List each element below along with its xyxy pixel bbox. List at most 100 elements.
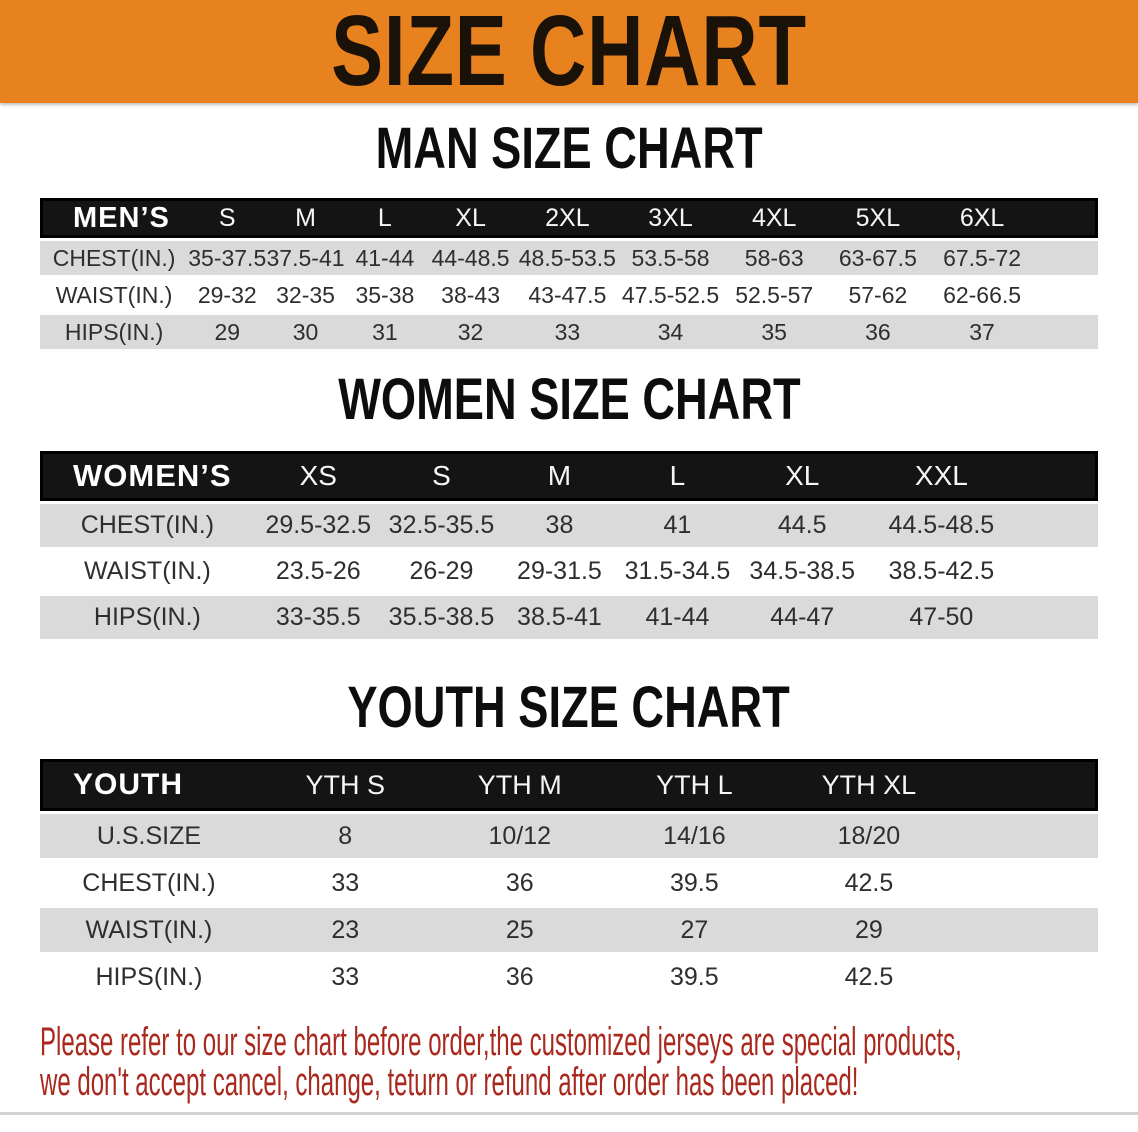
size-value-cell: 31.5-34.5 bbox=[617, 550, 738, 593]
size-value-cell: 48.5-53.5 bbox=[516, 241, 619, 275]
row-label-cell: CHEST(IN.) bbox=[40, 241, 189, 275]
row-label-cell: WAIST(IN.) bbox=[40, 278, 189, 312]
table-header-row: WOMEN’S XS S M L XL XXL bbox=[40, 451, 1098, 501]
size-value-cell: 37 bbox=[929, 315, 1035, 349]
table-row: HIPS(IN.) 29 30 31 32 33 34 35 36 37 bbox=[40, 315, 1098, 349]
header-filler bbox=[956, 759, 1098, 811]
size-value-cell: 32 bbox=[425, 315, 517, 349]
size-value-cell: 33 bbox=[516, 315, 619, 349]
size-column-header: M bbox=[266, 198, 345, 238]
size-value-cell: 58-63 bbox=[722, 241, 827, 275]
header-filler bbox=[1015, 451, 1098, 501]
size-column-header: L bbox=[617, 451, 738, 501]
size-value-cell: 14/16 bbox=[607, 814, 782, 858]
women-section: WOMEN SIZE CHART WOMEN’S XS S M L XL XXL CHEST(… bbox=[0, 367, 1138, 642]
filler-cell bbox=[1034, 278, 1098, 312]
size-value-cell: 33-35.5 bbox=[254, 596, 382, 639]
table-row: WAIST(IN.) 23 25 27 29 bbox=[40, 908, 1098, 952]
size-value-cell: 57-62 bbox=[826, 278, 930, 312]
size-value-cell: 36 bbox=[432, 861, 608, 905]
size-value-cell: 52.5-57 bbox=[722, 278, 827, 312]
size-column-header: XXL bbox=[867, 451, 1016, 501]
table-row: U.S.SIZE 8 10/12 14/16 18/20 bbox=[40, 814, 1098, 858]
size-value-cell: 33 bbox=[257, 861, 433, 905]
table-header-row: YOUTH YTH S YTH M YTH L YTH XL bbox=[40, 759, 1098, 811]
size-value-cell: 35-37.5 bbox=[188, 241, 267, 275]
size-value-cell: 47.5-52.5 bbox=[618, 278, 723, 312]
size-column-header: YTH XL bbox=[781, 759, 957, 811]
size-value-cell: 41 bbox=[617, 504, 738, 547]
youth-size-table: YOUTH YTH S YTH M YTH L YTH XL U.S.SIZE 8 10/12… bbox=[40, 756, 1098, 1002]
size-value-cell: 29.5-32.5 bbox=[254, 504, 382, 547]
size-value-cell: 38-43 bbox=[425, 278, 517, 312]
size-value-cell: 42.5 bbox=[781, 861, 957, 905]
size-value-cell: 34.5-38.5 bbox=[737, 550, 868, 593]
disclaimer-line-1: Please refer to our size chart before or… bbox=[40, 1020, 962, 1064]
youth-section: YOUTH SIZE CHART YOUTH YTH S YTH M YTH L YTH… bbox=[0, 675, 1138, 1002]
women-section-heading: WOMEN SIZE CHART bbox=[0, 367, 1138, 432]
filler-cell bbox=[1015, 550, 1098, 593]
size-column-header: XL bbox=[425, 198, 517, 238]
size-value-cell: 41-44 bbox=[344, 241, 426, 275]
size-value-cell: 39.5 bbox=[607, 955, 782, 999]
table-corner-label: MEN’S bbox=[40, 198, 189, 238]
women-section-heading-text: WOMEN SIZE CHART bbox=[337, 367, 801, 432]
youth-section-heading-text: YOUTH SIZE CHART bbox=[347, 675, 791, 740]
size-column-header: YTH M bbox=[432, 759, 608, 811]
size-column-header: 2XL bbox=[516, 198, 619, 238]
men-section: MAN SIZE CHART MEN’S S M L XL 2XL 3XL 4XL 5XL 6XL… bbox=[0, 116, 1138, 352]
size-value-cell: 23 bbox=[257, 908, 433, 952]
size-value-cell: 62-66.5 bbox=[929, 278, 1035, 312]
table-corner-label: YOUTH bbox=[40, 759, 258, 811]
filler-cell bbox=[956, 955, 1098, 999]
size-value-cell: 36 bbox=[826, 315, 930, 349]
size-value-cell: 38 bbox=[501, 504, 618, 547]
row-label-cell: HIPS(IN.) bbox=[40, 596, 255, 639]
size-value-cell: 31 bbox=[344, 315, 426, 349]
size-column-header: 3XL bbox=[618, 198, 723, 238]
size-value-cell: 39.5 bbox=[607, 861, 782, 905]
size-column-header: S bbox=[381, 451, 502, 501]
size-value-cell: 44-47 bbox=[737, 596, 868, 639]
disclaimer-line-2: we don't accept cancel, change, teturn o… bbox=[40, 1060, 859, 1104]
size-column-header: 6XL bbox=[929, 198, 1035, 238]
table-row: HIPS(IN.) 33 36 39.5 42.5 bbox=[40, 955, 1098, 999]
size-column-header: L bbox=[344, 198, 426, 238]
size-column-header: XS bbox=[254, 451, 382, 501]
filler-cell bbox=[1015, 504, 1098, 547]
size-value-cell: 43-47.5 bbox=[516, 278, 619, 312]
row-label-cell: CHEST(IN.) bbox=[40, 861, 258, 905]
size-value-cell: 35-38 bbox=[344, 278, 426, 312]
men-section-heading-text: MAN SIZE CHART bbox=[375, 116, 763, 181]
table-row: CHEST(IN.) 33 36 39.5 42.5 bbox=[40, 861, 1098, 905]
size-value-cell: 41-44 bbox=[617, 596, 738, 639]
size-value-cell: 42.5 bbox=[781, 955, 957, 999]
size-value-cell: 25 bbox=[432, 908, 608, 952]
size-value-cell: 37.5-41 bbox=[266, 241, 345, 275]
table-row: CHEST(IN.) 35-37.5 37.5-41 41-44 44-48.5 48.5… bbox=[40, 241, 1098, 275]
size-value-cell: 18/20 bbox=[781, 814, 957, 858]
table-row: CHEST(IN.) 29.5-32.5 32.5-35.5 38 41 44.5 44.5… bbox=[40, 504, 1098, 547]
bottom-divider bbox=[0, 1112, 1138, 1115]
row-label-cell: HIPS(IN.) bbox=[40, 315, 189, 349]
size-value-cell: 34 bbox=[618, 315, 723, 349]
size-column-header: 5XL bbox=[826, 198, 930, 238]
row-label-cell: WAIST(IN.) bbox=[40, 908, 258, 952]
table-corner-label: WOMEN’S bbox=[40, 451, 255, 501]
filler-cell bbox=[1015, 596, 1098, 639]
size-value-cell: 67.5-72 bbox=[929, 241, 1035, 275]
filler-cell bbox=[956, 908, 1098, 952]
size-value-cell: 27 bbox=[607, 908, 782, 952]
row-label-cell: WAIST(IN.) bbox=[40, 550, 255, 593]
size-value-cell: 10/12 bbox=[432, 814, 608, 858]
size-value-cell: 29 bbox=[188, 315, 267, 349]
size-column-header: S bbox=[188, 198, 267, 238]
size-value-cell: 53.5-58 bbox=[618, 241, 723, 275]
size-value-cell: 29 bbox=[781, 908, 957, 952]
size-value-cell: 44.5-48.5 bbox=[867, 504, 1016, 547]
size-value-cell: 29-32 bbox=[188, 278, 267, 312]
size-column-header: XL bbox=[737, 451, 868, 501]
header-filler bbox=[1034, 198, 1098, 238]
table-row: HIPS(IN.) 33-35.5 35.5-38.5 38.5-41 41-44 44-… bbox=[40, 596, 1098, 639]
